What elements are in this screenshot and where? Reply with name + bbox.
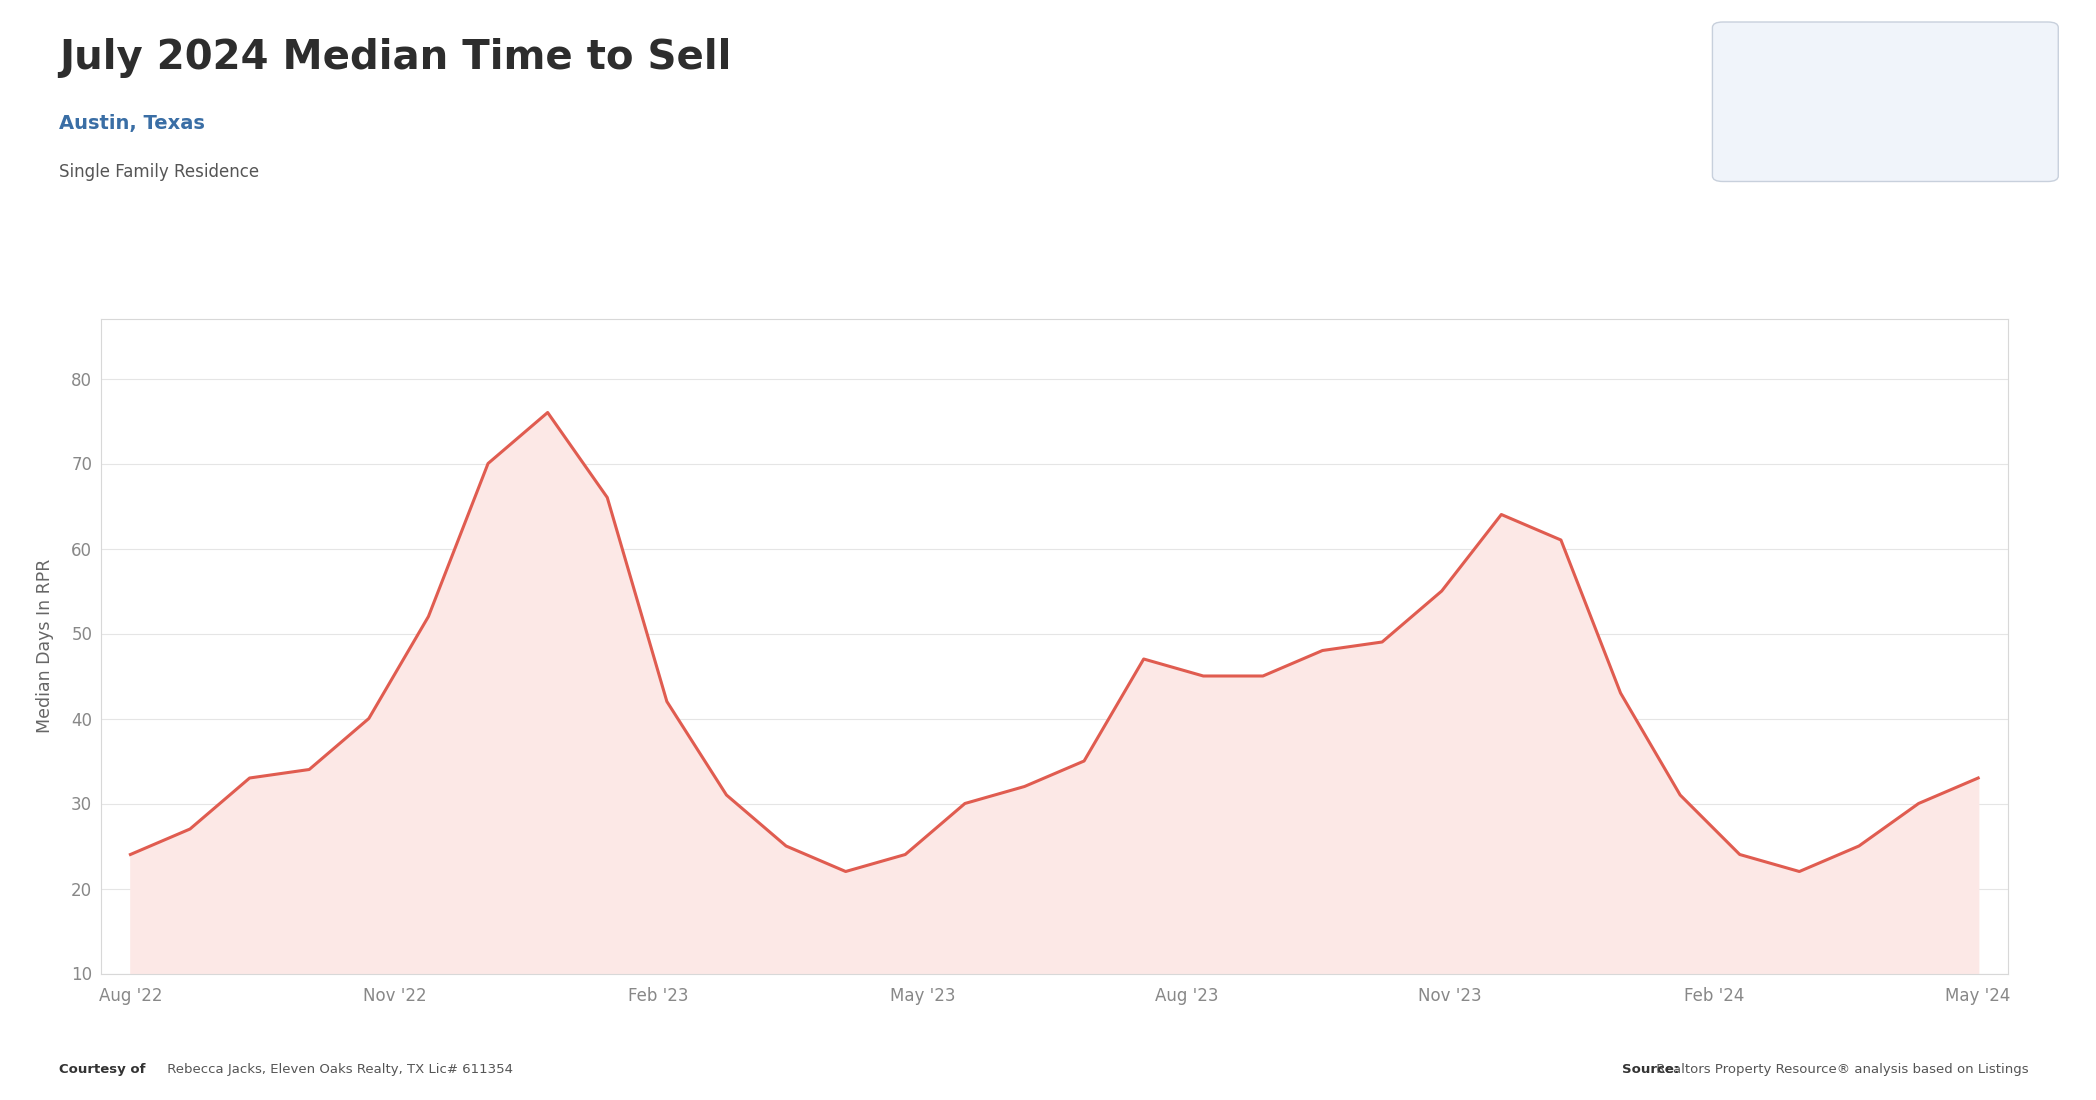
Text: Rebecca Jacks, Eleven Oaks Realty, TX Lic# 611354: Rebecca Jacks, Eleven Oaks Realty, TX Li…	[163, 1063, 514, 1076]
Y-axis label: Median Days In RPR: Median Days In RPR	[36, 559, 54, 734]
Text: Source:: Source:	[1622, 1063, 1679, 1076]
Text: ↑: ↑	[1744, 145, 1759, 163]
Text: 33: 33	[1744, 77, 1809, 122]
Text: 13.8% Month over Month: 13.8% Month over Month	[1769, 147, 1958, 163]
Text: July 2024 Median Time to Sell: July 2024 Median Time to Sell	[59, 39, 732, 78]
Text: Single Family Residence: Single Family Residence	[59, 163, 258, 180]
Text: Median Days in RPR: Median Days in RPR	[1748, 41, 1918, 56]
Text: Courtesy of: Courtesy of	[59, 1063, 145, 1076]
Text: Austin, Texas: Austin, Texas	[59, 114, 205, 133]
Text: Realtors Property Resource® analysis based on Listings: Realtors Property Resource® analysis bas…	[1652, 1063, 2029, 1076]
